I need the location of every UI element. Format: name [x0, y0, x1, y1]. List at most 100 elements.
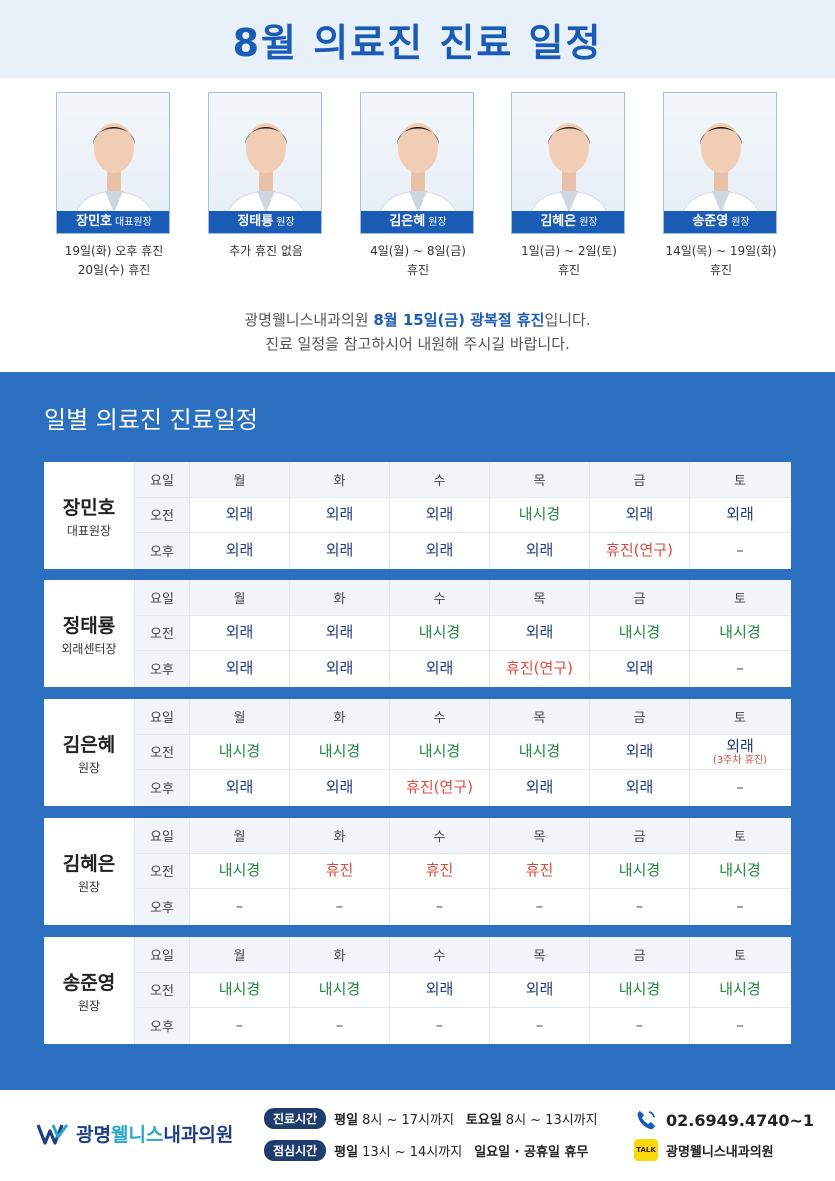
logo-text-a: 광명 [76, 1124, 111, 1146]
schedule-value: – [535, 1016, 544, 1035]
schedule-value: 외래 [425, 659, 454, 678]
schedule-cell: 휴진 [290, 853, 390, 889]
day-header-row: 요일 월 화 수 목 금 토 [135, 699, 791, 735]
lunch-row: 점심시간 평일 13시 ~ 14시까지 일요일 · 공휴일 휴무 [264, 1140, 592, 1161]
hours-weekday: 8시 ~ 17시까지 [362, 1113, 454, 1128]
schedule-doctor-name: 송준영 [62, 971, 116, 994]
doctor-name: 장민호 [76, 214, 113, 229]
schedule-value: 외래 [325, 778, 354, 797]
schedule-value: 외래 [325, 505, 354, 524]
day-cell: 화 [290, 462, 390, 497]
phone-text: 02.6949.4740~1 [666, 1110, 815, 1130]
schedule-value: – [235, 897, 244, 916]
schedule-cell: 내시경 [290, 734, 390, 770]
schedule-cell: 휴진 [390, 853, 490, 889]
doctor-photo: 김혜은 원장 [511, 92, 625, 234]
day-header-row: 요일 월 화 수 목 금 토 [135, 580, 791, 616]
schedule-value: 내시경 [318, 742, 361, 761]
schedule-cell: 외래 [490, 770, 590, 806]
schedule-value: 내시경 [518, 742, 561, 761]
schedule-value: – [535, 897, 544, 916]
pm-label: 오후 [135, 651, 190, 687]
day-cell: 토 [734, 710, 746, 726]
schedule-value: 외래 [225, 659, 254, 678]
schedule-cell: – [590, 1008, 690, 1044]
schedule-cell: 외래 [290, 615, 390, 651]
day-cell: 토 [734, 473, 746, 489]
phone-number[interactable]: 02.6949.4740~1 [634, 1108, 814, 1132]
hours-row: 진료시간 평일 8시 ~ 17시까지 토요일 8시 ~ 13시까지 [264, 1108, 598, 1129]
schedule-cell: 외래 [590, 734, 690, 770]
doctor-role: 원장 [731, 217, 750, 228]
schedule-value: 내시경 [218, 742, 261, 761]
kakao-channel[interactable]: TALK 광명웰니스내과의원 [634, 1139, 774, 1161]
schedule-cell: 외래 [290, 533, 390, 569]
pm-row: 오후 외래 외래 휴진(연구) 외래 외래 – [135, 770, 791, 806]
schedule-doctor: 김혜은 원장 [44, 818, 135, 925]
am-row: 오전 내시경 내시경 외래 외래 내시경 내시경 [135, 972, 791, 1009]
doctor-photo: 송준영 원장 [663, 92, 777, 234]
schedule-value: 외래 [325, 541, 354, 560]
schedule-cell: – [490, 1008, 590, 1044]
day-cell: 수 [390, 818, 490, 853]
schedule-cell: 외래 [490, 972, 590, 1008]
schedule-cell: 내시경 [290, 972, 390, 1008]
schedule-value: 외래 [425, 980, 454, 999]
schedule-value: 내시경 [418, 742, 461, 761]
day-label: 요일 [135, 462, 190, 497]
schedule-value: – [635, 1016, 644, 1035]
notice-highlight: 8월 15일(금) 광복절 휴진 [373, 311, 545, 329]
am-row: 오전 외래 외래 내시경 외래 내시경 내시경 [135, 615, 791, 652]
doctor-role: 원장 [579, 217, 598, 228]
schedule-value: 외래 [525, 980, 554, 999]
pm-row: 오후 – – – – – – [135, 1008, 791, 1044]
day-cell: 월 [190, 699, 290, 734]
doctor-name: 정태룡 [237, 214, 274, 229]
lunch-hours: 13시 ~ 14시까지 [362, 1145, 463, 1160]
schedule-cell: 내시경 [490, 734, 590, 770]
schedule-value: 외래 [625, 505, 654, 524]
schedule-value: 휴진(연구) [506, 659, 573, 678]
schedule-cell: 외래 [590, 497, 690, 533]
doctor-photo: 김은혜 원장 [360, 92, 474, 234]
day-cell: 수 [390, 580, 490, 615]
schedule-doctor-role: 대표원장 [66, 523, 112, 538]
doctor-nameplate: 송준영 원장 [664, 211, 776, 233]
pm-label: 오후 [135, 1008, 190, 1044]
schedule-cell: 내시경 [590, 615, 690, 651]
schedule-value: 휴진 [425, 861, 454, 880]
schedule-cell: 외래 [390, 497, 490, 533]
schedule-value: 외래 [525, 623, 554, 642]
schedule-value: 외래 [425, 541, 454, 560]
schedule-cell: 외래 [590, 770, 690, 806]
schedule-value: – [335, 1016, 344, 1035]
schedule-cell: – [690, 1008, 790, 1044]
schedule-value: 외래 [325, 623, 354, 642]
doctor-schedule-block: 정태룡 외래센터장 요일 월 화 수 목 금 토 오전 외래 외래 내시경 외래 내시경 내시경 오후 외래 외래 외… [44, 580, 791, 687]
schedule-value: 내시경 [318, 980, 361, 999]
schedule-cell: – [690, 889, 790, 925]
schedule-cell: – [290, 889, 390, 925]
holiday-notice: 광명웰니스내과의원 8월 15일(금) 광복절 휴진입니다. 진료 일정을 참고… [0, 308, 835, 356]
am-label: 오전 [135, 734, 190, 770]
schedule-value: 외래 [625, 778, 654, 797]
doctor-card: 정태룡 원장 추가 휴진 없음 [208, 92, 324, 261]
hours-tag: 진료시간 [264, 1108, 327, 1129]
day-cell: 목 [490, 462, 590, 497]
schedule-value: 내시경 [719, 861, 761, 880]
lunch-tag: 점심시간 [264, 1140, 327, 1161]
pm-label: 오후 [135, 770, 190, 806]
leave-note-line1: 1일(금) ~ 2일(토) [521, 244, 617, 258]
leave-note-line1: 19일(화) 오후 휴진 [64, 244, 164, 258]
clinic-logo-icon [36, 1123, 69, 1145]
schedule-doctor-name: 김은혜 [62, 733, 116, 756]
schedule-doctor-role: 원장 [77, 760, 101, 775]
footer: 광명웰니스내과의원 진료시간 평일 8시 ~ 17시까지 토요일 8시 ~ 13… [0, 1090, 835, 1181]
schedule-cell: – [690, 533, 790, 569]
doctor-photo: 장민호 대표원장 [56, 92, 170, 234]
schedule-value: 내시경 [618, 861, 661, 880]
schedule-cell: 내시경 [690, 854, 790, 889]
doctor-schedule-block: 장민호 대표원장 요일 월 화 수 목 금 토 오전 외래 외래 외래 내시경 외래 외래 오후 외래 외래 외래 외래… [44, 462, 791, 569]
day-cell: 화 [290, 937, 390, 972]
